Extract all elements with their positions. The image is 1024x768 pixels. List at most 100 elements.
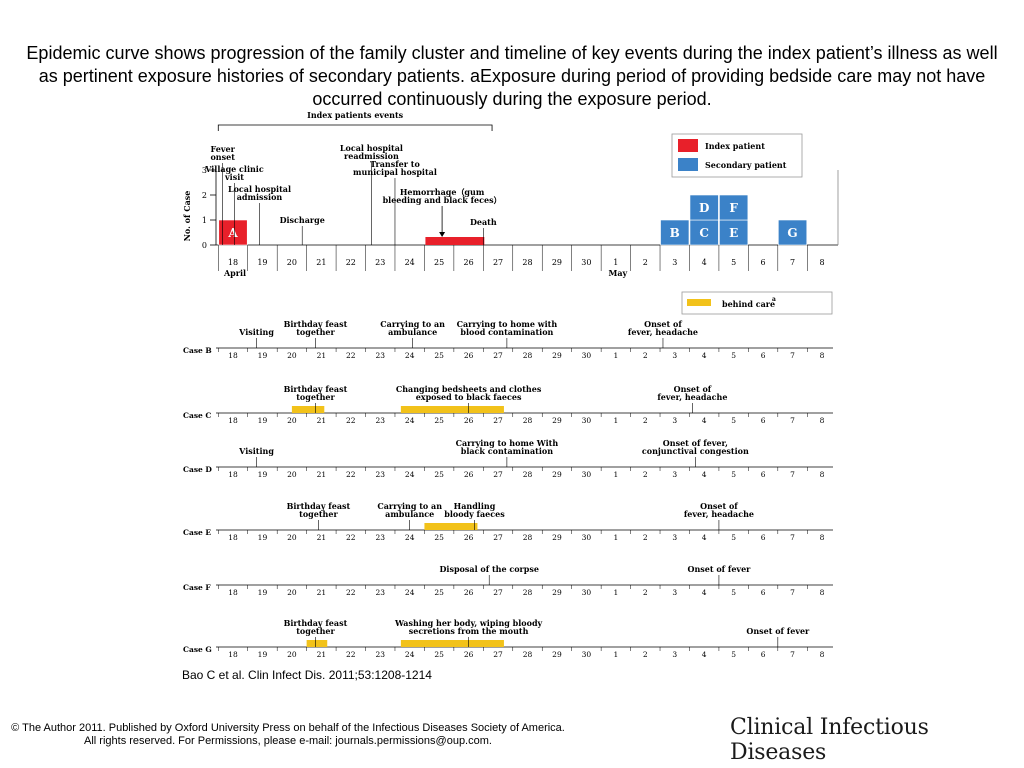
- citation: Bao C et al. Clin Infect Dis. 2011;53:12…: [182, 668, 432, 682]
- timeline-tick-label: 30: [582, 416, 592, 425]
- case-bar: [719, 194, 749, 221]
- timeline-row: Case C18 19 20 21 22 23 24 25 26 27 28 29 30 1 2 3 4 5 6 7 8…: [183, 384, 833, 425]
- timeline-event-label: black contamination: [461, 446, 553, 456]
- x-tick-label: 20: [287, 258, 297, 267]
- exposure-bar: [306, 640, 328, 647]
- timeline-tick-label: 20: [287, 416, 297, 425]
- timeline-event-label: together: [296, 327, 335, 337]
- timeline-tick-label: 2: [643, 650, 648, 659]
- timeline-event-label: Onset of fever: [746, 626, 810, 636]
- timeline-tick-label: 19: [258, 588, 268, 597]
- timeline-tick-label: 5: [731, 351, 736, 360]
- timeline-tick-label: 8: [820, 588, 825, 597]
- timeline-tick-label: 27: [493, 416, 503, 425]
- x-tick-label: 1: [613, 258, 618, 267]
- timeline-tick-label: 3: [672, 416, 677, 425]
- timeline-tick-label: 7: [790, 416, 795, 425]
- timeline-tick-label: 2: [643, 416, 648, 425]
- timeline-tick-label: 3: [672, 533, 677, 542]
- timeline-event-label: Birthday feast: [284, 618, 348, 628]
- timeline-tick-label: 25: [434, 588, 444, 597]
- timeline-event-label: blood contamination: [460, 327, 553, 337]
- event-label: admission: [237, 192, 283, 202]
- timeline-event-label: fever, headache: [628, 327, 698, 337]
- timeline-tick-label: 27: [493, 470, 503, 479]
- timeline-event-label: Carrying to an: [377, 501, 442, 511]
- timeline-tick-label: 19: [258, 351, 268, 360]
- timeline-tick-label: 23: [375, 351, 385, 360]
- timeline-tick-label: 2: [643, 351, 648, 360]
- timeline-tick-label: 28: [523, 416, 533, 425]
- case-bar: [719, 219, 749, 246]
- timeline-tick-label: 19: [258, 533, 268, 542]
- timeline-tick-label: 6: [761, 650, 766, 659]
- x-tick-label: 6: [761, 258, 766, 267]
- timeline-tick-label: 8: [820, 650, 825, 659]
- timeline-tick-label: 6: [761, 351, 766, 360]
- timeline-event-label: bloody faeces: [444, 509, 505, 519]
- timeline-tick-label: 25: [434, 351, 444, 360]
- timeline-tick-label: 28: [523, 470, 533, 479]
- timeline-tick-label: 18: [228, 588, 238, 597]
- timeline-tick-label: 26: [464, 351, 474, 360]
- timeline-event-label: Onset of: [674, 384, 712, 394]
- timeline-tick-label: 30: [582, 650, 592, 659]
- timeline-event-label: exposed to black faeces: [416, 392, 522, 402]
- timeline-event-label: fever, headache: [657, 392, 727, 402]
- timeline-tick-label: 5: [731, 588, 736, 597]
- x-tick-label: 21: [316, 258, 326, 267]
- case-bar: [218, 219, 248, 246]
- timeline-tick-label: 3: [672, 351, 677, 360]
- timeline-tick-label: 26: [464, 470, 474, 479]
- timeline-tick-label: 27: [493, 650, 503, 659]
- x-tick-label: 3: [672, 258, 677, 267]
- y-axis-label: No. of Case: [182, 191, 192, 242]
- exposure-bar: [400, 640, 504, 647]
- timeline-tick-label: 22: [346, 588, 356, 597]
- exposure-bar: [291, 406, 325, 413]
- case-bar: [660, 219, 690, 246]
- timeline-tick-label: 22: [346, 533, 356, 542]
- x-tick-label: 30: [581, 258, 591, 267]
- hemorrhage-bar: [425, 237, 485, 245]
- legend-swatch: [678, 158, 698, 171]
- slide-title: Epidemic curve shows progression of the …: [26, 43, 998, 109]
- timeline-event-label: Disposal of the corpse: [439, 564, 538, 574]
- timeline-tick-label: 22: [346, 416, 356, 425]
- timeline-tick-label: 4: [702, 533, 707, 542]
- case-bar-label: C: [699, 226, 709, 240]
- timeline-tick-label: 21: [317, 650, 327, 659]
- timeline-event-label: Onset of fever: [687, 564, 751, 574]
- timeline-tick-label: 4: [702, 588, 707, 597]
- timeline-case-label: Case E: [183, 528, 211, 537]
- timeline-event-label: Birthday feast: [284, 319, 348, 329]
- x-tick-label: 28: [522, 258, 532, 267]
- timeline-tick-label: 25: [434, 470, 444, 479]
- timeline-tick-label: 8: [820, 416, 825, 425]
- x-tick-label: 5: [731, 258, 736, 267]
- timeline-event-label: Changing bedsheets and clothes: [396, 384, 542, 394]
- event-label: municipal hospital: [353, 167, 437, 177]
- x-tick-label: 2: [643, 258, 648, 267]
- timeline-event-label: Onset of fever,: [663, 438, 728, 448]
- timeline-tick-label: 23: [375, 533, 385, 542]
- event-label: Village clinic: [204, 164, 264, 174]
- timeline-tick-label: 26: [464, 650, 474, 659]
- timeline-tick-label: 7: [790, 588, 795, 597]
- case-bar-label: G: [787, 226, 797, 240]
- timeline-tick-label: 20: [287, 351, 297, 360]
- timeline-tick-label: 22: [346, 351, 356, 360]
- timeline-event-label: secretions from the mouth: [409, 626, 529, 636]
- legend-label: Index patient: [705, 141, 765, 151]
- x-tick-label: 18: [228, 258, 238, 267]
- timeline-event-label: Onset of: [644, 319, 682, 329]
- timeline-tick-label: 19: [258, 650, 268, 659]
- exposure-bar: [424, 523, 478, 530]
- legend-label: Secondary patient: [705, 160, 787, 170]
- timeline-case-label: Case C: [183, 411, 211, 420]
- y-tick-label: 2: [202, 191, 207, 200]
- timeline-tick-label: 24: [405, 470, 415, 479]
- timeline-tick-label: 24: [405, 533, 415, 542]
